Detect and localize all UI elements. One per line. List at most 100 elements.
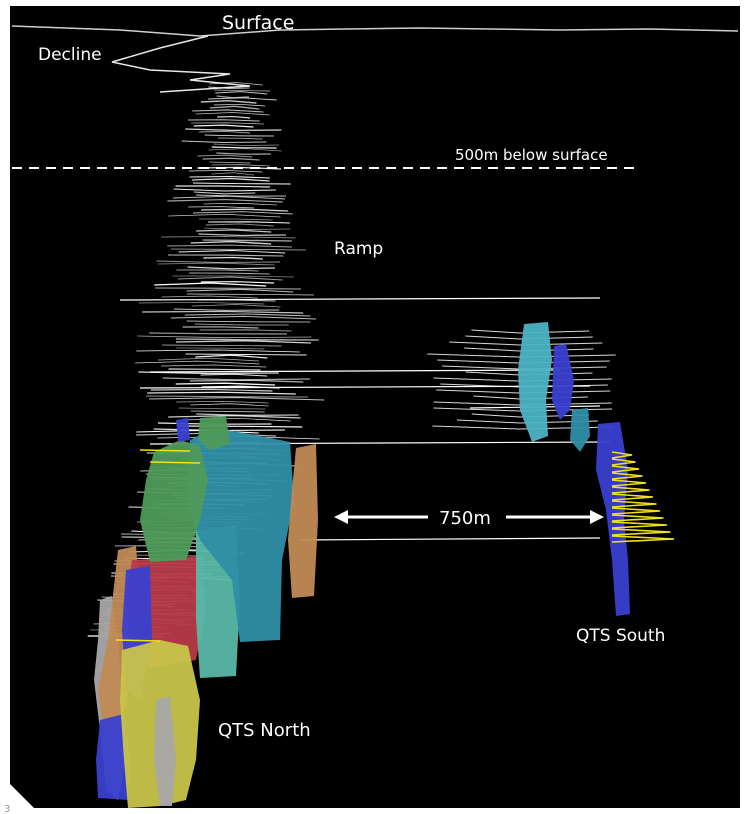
south-yellow-drift xyxy=(611,500,657,508)
ramp-drift xyxy=(200,373,268,377)
ramp-drift xyxy=(192,109,264,113)
ramp-drift xyxy=(185,353,307,356)
crosscut-drift xyxy=(149,369,561,373)
ramp-drift xyxy=(205,223,274,227)
ramp-label: Ramp xyxy=(334,239,383,259)
ramp-drift xyxy=(202,157,260,161)
ramp-drift xyxy=(186,288,294,293)
ramp-drift xyxy=(154,282,267,287)
ramp-drift xyxy=(184,313,311,317)
ramp-drift xyxy=(175,185,270,188)
ramp-drift xyxy=(175,340,312,344)
ramp-drift xyxy=(204,227,291,230)
ramp-drift xyxy=(189,379,304,383)
ramp-drift xyxy=(192,182,291,185)
ramp-drift xyxy=(150,388,273,392)
ramp-drift xyxy=(208,86,250,90)
ramp-drift xyxy=(190,403,269,407)
surface-label: Surface xyxy=(222,12,294,34)
south-yellow-drift xyxy=(611,535,675,543)
orebody-teal-south xyxy=(570,408,590,452)
ramp-drift xyxy=(157,262,275,266)
south-yellow-drift xyxy=(611,451,633,459)
south-workings xyxy=(115,449,675,642)
ramp-drift xyxy=(189,175,270,179)
south-yellow-drift xyxy=(611,465,640,473)
ramp-drift xyxy=(213,103,266,107)
ramp-drift xyxy=(211,164,271,167)
ramp-drift xyxy=(168,213,281,218)
ramp-drift xyxy=(213,143,280,147)
decline-line xyxy=(111,35,251,93)
ramp-drift xyxy=(173,188,276,192)
orebody-teal xyxy=(186,428,294,642)
ramp-drift xyxy=(200,281,275,284)
ramp-drift xyxy=(214,89,270,92)
ramp-drift xyxy=(211,146,277,149)
ramp-drift xyxy=(188,206,255,209)
ramp-drift xyxy=(167,244,292,248)
ramp-drift xyxy=(155,287,302,290)
ramp-drift xyxy=(198,233,287,237)
crosscut-drift xyxy=(299,537,601,541)
ramp-drift xyxy=(186,293,314,296)
south-drift xyxy=(471,413,589,418)
distance-label: 750m xyxy=(439,508,491,529)
ramp-drift xyxy=(161,295,258,299)
north-yellow-drift xyxy=(149,461,201,464)
surface-line xyxy=(11,25,739,37)
ramp-drift xyxy=(196,229,272,233)
ramp-drift xyxy=(197,154,253,158)
ramp-drift xyxy=(191,122,265,125)
orebody-blue-south-upper xyxy=(552,344,574,420)
ramp-drift xyxy=(177,425,303,428)
south-drift xyxy=(464,347,594,352)
ramp-drift xyxy=(187,119,260,122)
south-yellow-drift xyxy=(611,514,664,522)
ramp-drift xyxy=(209,161,251,164)
south-yellow-drift xyxy=(611,493,654,501)
ramp-drift xyxy=(137,335,312,339)
ramp-drift xyxy=(209,82,263,86)
ramp-drift xyxy=(167,199,283,203)
ramp-drift xyxy=(208,97,277,101)
ramp-drift xyxy=(160,364,267,368)
south-drift xyxy=(449,341,603,346)
ramp-drift xyxy=(185,128,282,132)
ramp-drift xyxy=(217,116,251,119)
ramp-drift xyxy=(218,137,263,140)
ramp-drift xyxy=(145,395,309,398)
ramp-drift xyxy=(174,308,280,311)
ramp-drift xyxy=(175,382,276,386)
ramp-drift xyxy=(211,172,255,176)
ramp-drift xyxy=(193,124,254,128)
south-yellow-drift xyxy=(611,528,671,536)
ramp-drift xyxy=(168,414,301,419)
ramp-drift xyxy=(177,276,283,281)
ramp-drift xyxy=(172,275,294,278)
ramp-drift xyxy=(189,272,270,275)
ramp-drift xyxy=(138,302,265,305)
ramp-drift xyxy=(192,211,293,215)
south-yellow-drift xyxy=(611,479,647,487)
qts-south-label: QTS South xyxy=(576,626,665,646)
ramp-drift xyxy=(147,391,296,395)
north-yellow-drift xyxy=(115,639,161,642)
ramp-drift xyxy=(199,329,292,332)
south-drift xyxy=(471,329,590,334)
ramp-drift xyxy=(199,218,273,221)
ramp-drift xyxy=(199,130,251,134)
ramp-drift xyxy=(167,254,284,257)
north-yellow-drift xyxy=(139,449,191,452)
orebody-cyan-south xyxy=(518,322,552,442)
ramp-drift xyxy=(175,338,319,341)
ramp-drift xyxy=(142,310,304,314)
orebody-grey-right xyxy=(154,696,176,806)
ramp-drift xyxy=(194,191,256,195)
ramp-drift xyxy=(203,202,278,206)
ramp-drift xyxy=(181,140,267,144)
ramp-drift xyxy=(194,323,289,326)
ramp-drift xyxy=(215,91,268,95)
ramp-drift xyxy=(200,100,257,104)
